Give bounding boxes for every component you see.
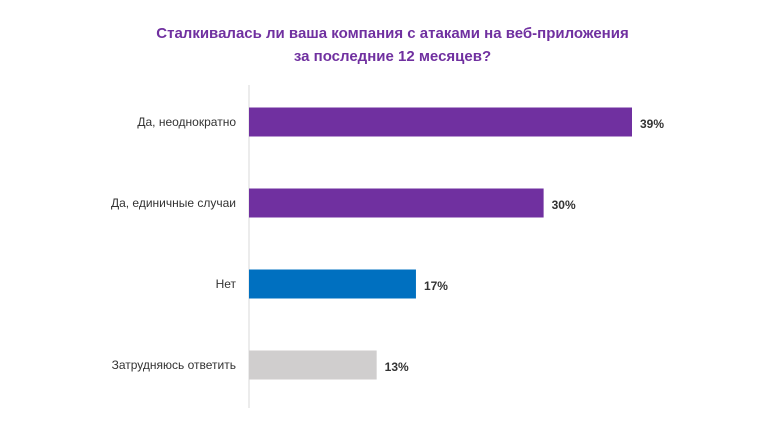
value-label-2: 30% [552,198,576,212]
chart-title-line-1: Сталкивалась ли ваша компания с атаками … [156,25,629,42]
bar-4 [249,350,377,380]
bar-2 [249,188,544,218]
bar-3 [249,269,416,299]
value-label-3: 17% [424,279,448,293]
category-label-2: Да, единичные случаи [111,196,236,210]
category-label-3: Нет [216,277,237,291]
category-label-1: Да, неоднократно [137,115,236,129]
bar-1 [249,107,632,137]
chart-title-line-2: за последние 12 месяцев? [293,48,492,65]
bars-group: Да, неоднократно 39% Да, единичные случаи 3… [111,107,664,380]
category-label-4: Затрудняюсь ответить [112,358,236,372]
value-label-4: 13% [385,360,409,374]
chart-title: Сталкивалась ли ваша компания с атаками … [0,22,769,68]
value-label-1: 39% [640,117,664,131]
